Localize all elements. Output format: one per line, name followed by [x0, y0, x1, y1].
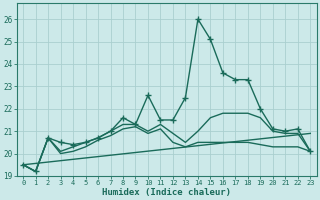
X-axis label: Humidex (Indice chaleur): Humidex (Indice chaleur) — [102, 188, 231, 197]
